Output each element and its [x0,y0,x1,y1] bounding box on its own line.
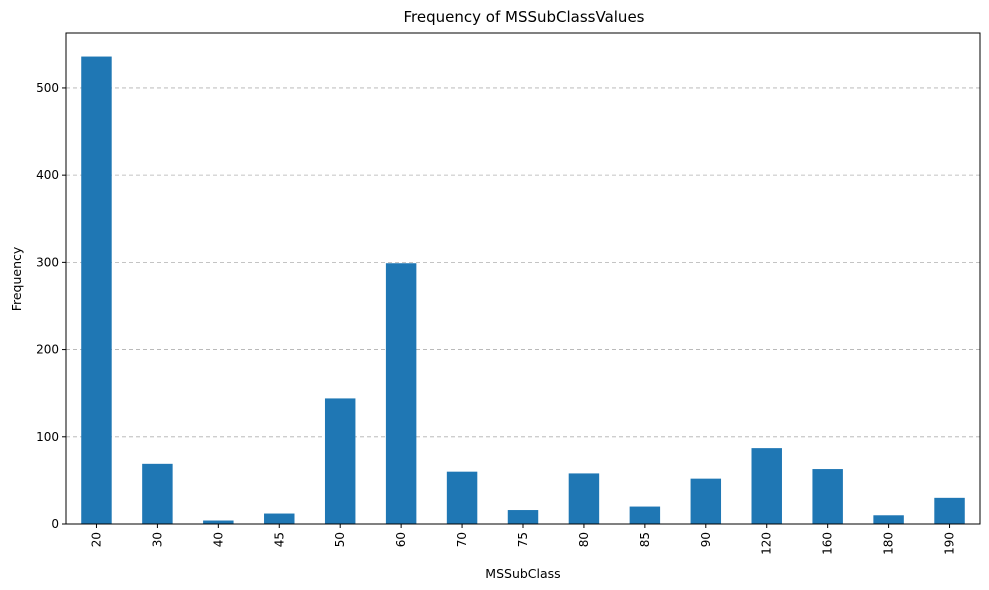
bar [507,510,539,524]
gridlines [66,87,980,438]
x-tick-label: 45 [272,532,286,547]
y-axis-label: Frequency [9,246,24,311]
bar [751,448,782,524]
x-tick-label: 60 [394,532,408,547]
x-tick-label: 160 [821,532,835,555]
y-tick-label: 0 [51,517,59,531]
bar [934,497,965,524]
x-tick-label: 85 [638,532,652,547]
y-tick-label: 400 [36,168,59,182]
bar [81,56,112,525]
x-tick-label: 120 [760,532,774,555]
y-tick-label: 500 [36,81,59,95]
bar [446,471,478,524]
x-axis-label: MSSubClass [485,566,560,581]
bar [812,469,843,524]
x-axis: 20 30 40 45 50 60 70 75 80 85 90 120 160 180 190 [89,524,957,555]
chart-title: Frequency of MSSubClassValues [404,8,645,26]
bar [324,398,356,524]
bar [690,478,722,524]
x-tick-label: 80 [577,532,591,547]
x-tick-label: 190 [943,532,957,555]
y-tick-label: 200 [36,343,59,357]
x-tick-label: 70 [455,532,469,547]
x-tick-label: 180 [882,532,896,555]
bars [81,56,965,525]
x-tick-label: 40 [211,532,225,547]
bar [568,473,600,524]
bar [629,506,661,524]
y-axis: 0 100 200 300 400 500 [36,81,66,531]
bar [142,463,173,524]
x-tick-label: 20 [89,532,103,547]
bar [203,520,234,524]
x-tick-label: 50 [333,532,347,547]
x-tick-label: 75 [516,532,530,547]
bar [873,515,904,524]
x-tick-label: 30 [150,532,164,547]
plot-frame [65,32,981,525]
x-tick-label: 90 [699,532,713,547]
bar [264,513,295,524]
y-tick-label: 100 [36,430,59,444]
y-tick-label: 300 [36,255,59,269]
bar [385,263,417,524]
